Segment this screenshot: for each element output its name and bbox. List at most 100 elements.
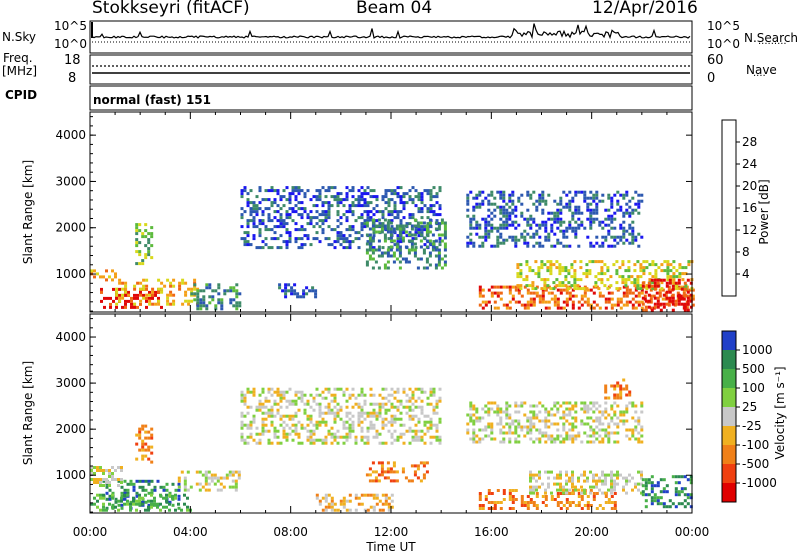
echo-region	[315, 493, 394, 512]
range-cell	[297, 213, 301, 217]
range-cell	[135, 508, 138, 512]
range-cell	[499, 241, 503, 245]
range-cell	[381, 405, 385, 409]
range-cell	[193, 292, 197, 296]
range-cell	[582, 287, 586, 291]
range-cell	[348, 189, 352, 193]
range-cell	[264, 198, 268, 202]
range-cell	[124, 293, 127, 297]
range-cell	[111, 496, 114, 500]
range-cell	[550, 434, 554, 438]
range-cell	[555, 278, 559, 282]
range-cell	[371, 227, 375, 231]
range-cell	[553, 482, 556, 486]
range-cell	[270, 186, 274, 190]
range-cell	[222, 476, 226, 480]
range-cell	[327, 210, 331, 214]
range-cell	[604, 238, 608, 242]
range-cell	[138, 433, 142, 437]
range-cell	[511, 223, 515, 227]
range-cell	[360, 228, 364, 232]
range-cell	[478, 416, 482, 420]
range-cell	[261, 429, 265, 433]
range-cell	[668, 499, 672, 503]
range-cell	[117, 484, 120, 487]
range-cell	[291, 189, 295, 193]
range-cell	[414, 399, 418, 403]
range-cell	[145, 299, 148, 303]
range-cell	[357, 231, 361, 235]
range-cell	[157, 290, 161, 294]
range-cell	[411, 390, 415, 394]
range-cell	[96, 469, 99, 472]
range-cell	[345, 420, 349, 424]
range-cell	[502, 431, 506, 435]
range-cell	[481, 407, 485, 411]
range-cell	[284, 286, 288, 290]
range-cell	[172, 293, 176, 297]
range-cell	[181, 281, 185, 285]
range-cell	[252, 237, 256, 241]
range-cell	[318, 499, 322, 503]
range-cell	[585, 272, 589, 276]
range-cell	[659, 496, 663, 500]
range-cell	[616, 473, 619, 477]
range-cell	[138, 430, 142, 434]
range-cell	[556, 300, 560, 304]
range-cell	[683, 505, 687, 509]
range-cell	[586, 495, 590, 498]
range-cell	[354, 441, 358, 445]
range-cell	[429, 207, 433, 211]
range-cell	[354, 231, 358, 235]
range-cell	[172, 302, 176, 306]
range-cell	[592, 419, 596, 423]
range-cell	[261, 402, 265, 406]
range-cell	[282, 204, 286, 208]
range-cell	[583, 470, 586, 474]
range-cell	[604, 217, 608, 221]
range-cell	[369, 423, 373, 427]
range-cell	[598, 291, 602, 295]
range-cell	[249, 405, 253, 409]
range-cell	[386, 227, 390, 231]
range-cell	[273, 216, 277, 220]
range-cell	[634, 238, 638, 242]
range-cell	[490, 437, 494, 441]
range-cell	[372, 411, 376, 415]
range-cell	[490, 226, 494, 230]
range-cell	[598, 419, 602, 423]
range-cell	[478, 492, 482, 495]
range-cell	[169, 290, 173, 294]
range-cell	[240, 396, 244, 400]
range-cell	[531, 281, 535, 285]
range-cell	[321, 201, 325, 205]
range-cell	[475, 440, 479, 444]
range-cell	[390, 441, 394, 445]
range-cell	[303, 408, 307, 412]
range-cell	[297, 189, 301, 193]
range-cell	[108, 472, 111, 475]
range-cell	[300, 207, 304, 211]
range-cell	[487, 492, 491, 495]
range-cell	[297, 192, 301, 196]
range-cell	[366, 493, 370, 497]
range-cell	[571, 440, 575, 444]
range-cell	[387, 204, 391, 208]
range-cell	[147, 238, 151, 242]
range-cell	[148, 299, 152, 303]
range-cell	[151, 287, 155, 291]
range-cell	[220, 301, 224, 305]
range-cell	[487, 407, 491, 411]
range-cell	[502, 410, 506, 414]
range-cell	[568, 208, 572, 212]
range-cell	[387, 237, 391, 241]
range-cell	[126, 493, 129, 497]
range-cell	[258, 219, 262, 223]
range-cell	[592, 211, 596, 215]
range-cell	[327, 207, 331, 211]
range-cell	[351, 186, 355, 190]
range-cell	[628, 291, 632, 295]
range-cell	[324, 387, 328, 391]
range-cell	[321, 508, 325, 512]
range-cell	[99, 469, 102, 472]
